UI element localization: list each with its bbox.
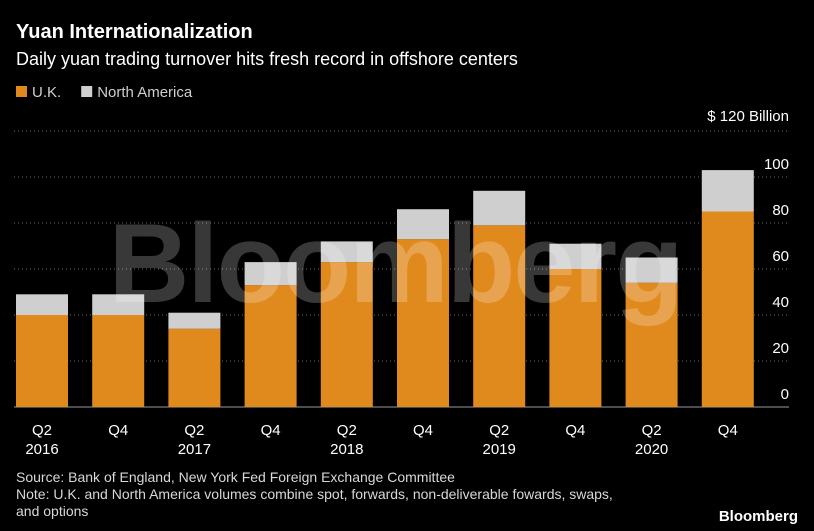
y-tick-label: 0 (781, 386, 789, 403)
chart-title: Yuan Internationalization (16, 21, 253, 43)
x-tick-year-label: 2019 (483, 441, 516, 458)
bar-uk-0 (16, 315, 68, 407)
bar-uk-1 (92, 315, 145, 407)
x-tick-label: Q2 (642, 422, 662, 439)
source-note: Source: Bank of England, New York Fed Fo… (16, 469, 455, 485)
x-tick-label: Q2 (489, 422, 509, 439)
x-tick-year-label: 2020 (635, 441, 668, 458)
bar-uk-6 (473, 225, 526, 407)
y-tick-label: 20 (772, 340, 789, 357)
bar-north-america-0 (16, 294, 68, 315)
legend-label-1: North America (97, 84, 193, 101)
bloomberg-logo: Bloomberg (719, 508, 798, 525)
bar-uk-8 (625, 282, 678, 407)
x-tick-year-label: 2017 (178, 441, 211, 458)
bar-north-america-7 (549, 243, 602, 269)
bar-north-america-4 (320, 241, 373, 263)
y-tick-label: 80 (772, 202, 789, 219)
x-tick-label: Q4 (413, 422, 433, 439)
x-tick-label: Q2 (184, 422, 204, 439)
y-tick-label: 60 (772, 248, 789, 265)
bar-north-america-1 (92, 294, 145, 315)
x-tick-label: Q4 (261, 422, 281, 439)
legend-swatch-1 (81, 86, 93, 97)
y-tick-label: 100 (764, 156, 789, 173)
bar-north-america-3 (244, 262, 297, 286)
legend: U.K. North America (16, 84, 193, 101)
x-tick-year-label: 2016 (25, 441, 58, 458)
x-tick-label: Q4 (718, 422, 738, 439)
bars (16, 170, 754, 407)
bar-uk-7 (549, 269, 602, 407)
bar-uk-2 (168, 328, 221, 407)
y-axis-ticks: 0 20 40 60 80 100 (764, 156, 789, 403)
bloomberg-watermark: Bloomberg (108, 201, 681, 326)
footnote-line-2: and options (16, 503, 88, 519)
x-axis-ticks: Q2 2016 Q4 Q2 2017 Q4 Q2 2018 Q4 Q2 2019 Q4 Q2 2020 Q4 (25, 422, 737, 458)
x-tick-label: Q4 (565, 422, 585, 439)
legend-label-0: U.K. (32, 84, 61, 101)
legend-swatch-0 (16, 86, 27, 97)
bar-uk-3 (244, 285, 297, 407)
y-tick-label: 40 (772, 294, 789, 311)
bar-uk-5 (397, 239, 449, 407)
bar-uk-9 (701, 211, 754, 407)
footnote-line-1: Note: U.K. and North America volumes com… (16, 486, 613, 502)
y-axis-unit-label: $ 120 Billion (707, 108, 789, 125)
bar-north-america-8 (625, 257, 678, 283)
bar-north-america-2 (168, 312, 221, 329)
x-tick-year-label: 2018 (330, 441, 363, 458)
chart-subtitle: Daily yuan trading turnover hits fresh r… (16, 49, 518, 69)
bar-north-america-5 (397, 209, 449, 240)
bar-north-america-9 (701, 170, 754, 212)
x-tick-label: Q2 (32, 422, 52, 439)
bar-uk-4 (320, 262, 373, 407)
bar-north-america-6 (473, 190, 526, 226)
x-tick-label: Q4 (108, 422, 128, 439)
x-tick-label: Q2 (337, 422, 357, 439)
